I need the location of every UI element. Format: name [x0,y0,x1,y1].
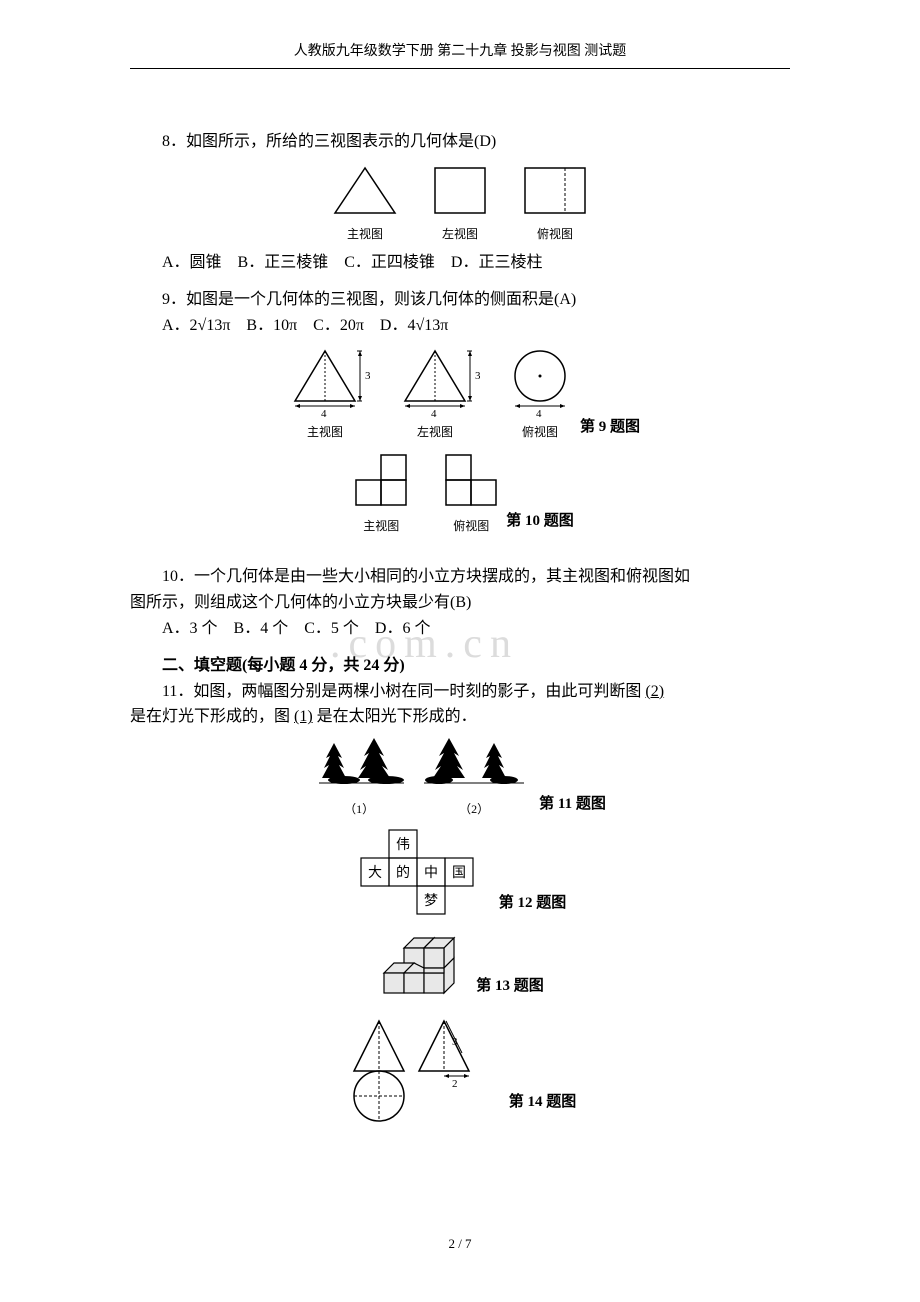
q8-options: A．圆锥 B．正三棱锥 C．正四棱锥 D．正三棱柱 [130,250,790,276]
q11-line2a: 是在灯光下形成的，图 [130,708,290,725]
q10-top-view: 俯视图 第 10 题图 [436,450,574,534]
svg-text:国: 国 [452,866,466,881]
q12-grid: 伟 大 的 中 国 梦 [354,825,489,920]
question-11: 11．如图，两幅图分别是两棵小树在同一时刻的影子，由此可判断图(2) 是在灯光下… [130,679,790,1141]
q13-cubes [376,928,476,1003]
q12-fig-label: 第 12 题图 [489,891,567,920]
q8-figures: 主视图 左视图 俯视图 [130,163,790,242]
q12-figure: 伟 大 的 中 国 梦 第 12 题图 [130,825,790,920]
q9-fig-label: 第 9 题图 [580,415,640,440]
svg-text:3: 3 [452,1036,458,1048]
q14-diagram: 3 2 [344,1011,484,1141]
q10-line2: 图所示，则组成这个几何体的小立方块最少有(B) [130,590,790,616]
q11-blank2: (1) [290,708,317,725]
svg-text:的: 的 [396,865,410,881]
q8-left-view: 左视图 [425,163,495,242]
q9-left-view: 3 4 左视图 [390,346,480,440]
q9-top-view: 4 俯视图 第 9 题图 [500,346,640,440]
q9-figures: 3 4 主视图 3 [130,346,790,440]
q11-line1a: 11．如图，两幅图分别是两棵小树在同一时刻的影子，由此可判断图 [162,683,641,700]
svg-text:4: 4 [321,408,327,420]
svg-text:梦: 梦 [424,893,438,909]
q11-line1: 11．如图，两幅图分别是两棵小树在同一时刻的影子，由此可判断图(2) [130,679,790,705]
question-9: 9．如图是一个几何体的三视图，则该几何体的侧面积是(A) A．2√13π B．1… [130,287,790,534]
q9-top-label: 俯视图 [500,423,580,440]
q8-left-label: 左视图 [425,225,495,242]
section-2-title: 二、填空题(每小题 4 分，共 24 分) [130,653,790,679]
q11-fig1: （1） [314,738,404,817]
q11-line2b: 是在太阳光下形成的． [317,708,477,725]
q10-front-label: 主视图 [346,517,416,534]
question-10: 10．一个几何体是由一些大小相同的小立方块摆成的，其主视图和俯视图如 图所示，则… [130,564,790,641]
svg-text:2: 2 [452,1078,458,1090]
q14-fig-label: 第 14 题图 [484,1090,577,1141]
q8-top-label: 俯视图 [515,225,595,242]
q10-fig-label: 第 10 题图 [506,509,574,534]
q10-figures: 主视图 俯视图 第 10 题图 [130,450,790,534]
q13-fig-label: 第 13 题图 [476,974,544,1003]
svg-text:3: 3 [475,370,480,382]
q10-front-view: 主视图 [346,450,416,534]
q9-front-label: 主视图 [280,423,370,440]
question-8: 8．如图所示，所给的三视图表示的几何体是(D) 主视图 左视图 俯视图 [130,129,790,275]
svg-text:大: 大 [368,865,382,881]
q9-left-label: 左视图 [390,423,480,440]
q11-figures: （1） （2） 第 11 题图 [130,738,790,817]
q11-fig2-label: （2） [424,800,524,817]
q10-line1: 10．一个几何体是由一些大小相同的小立方块摆成的，其主视图和俯视图如 [130,564,790,590]
q11-fig1-label: （1） [314,800,404,817]
svg-text:3: 3 [365,370,370,382]
q11-fig-label: 第 11 题图 [524,792,606,817]
q13-figure: 第 13 题图 [130,928,790,1003]
q9-options: A．2√13π B．10π C．20π D．4√13π [130,313,790,339]
q8-front-label: 主视图 [325,225,405,242]
q11-line2: 是在灯光下形成的，图(1)是在太阳光下形成的． [130,704,790,730]
svg-text:中: 中 [424,865,438,881]
q8-top-view: 俯视图 [515,163,595,242]
page-header: 人教版九年级数学下册 第二十九章 投影与视图 测试题 [130,40,790,69]
q14-figure: 3 2 第 14 题图 [130,1011,790,1141]
svg-text:4: 4 [431,408,437,420]
q10-top-label: 俯视图 [436,517,506,534]
q8-text: 8．如图所示，所给的三视图表示的几何体是(D) [130,129,790,155]
q8-front-view: 主视图 [325,163,405,242]
q10-options: A．3 个 B．4 个 C．5 个 D．6 个 [130,616,790,642]
q9-text: 9．如图是一个几何体的三视图，则该几何体的侧面积是(A) [130,287,790,313]
svg-text:伟: 伟 [396,837,410,853]
svg-text:4: 4 [536,408,542,420]
page-footer: 2 / 7 [0,1236,920,1252]
q11-fig2: （2） 第 11 题图 [424,738,606,817]
q11-blank1: (2) [641,683,668,700]
q9-front-view: 3 4 主视图 [280,346,370,440]
